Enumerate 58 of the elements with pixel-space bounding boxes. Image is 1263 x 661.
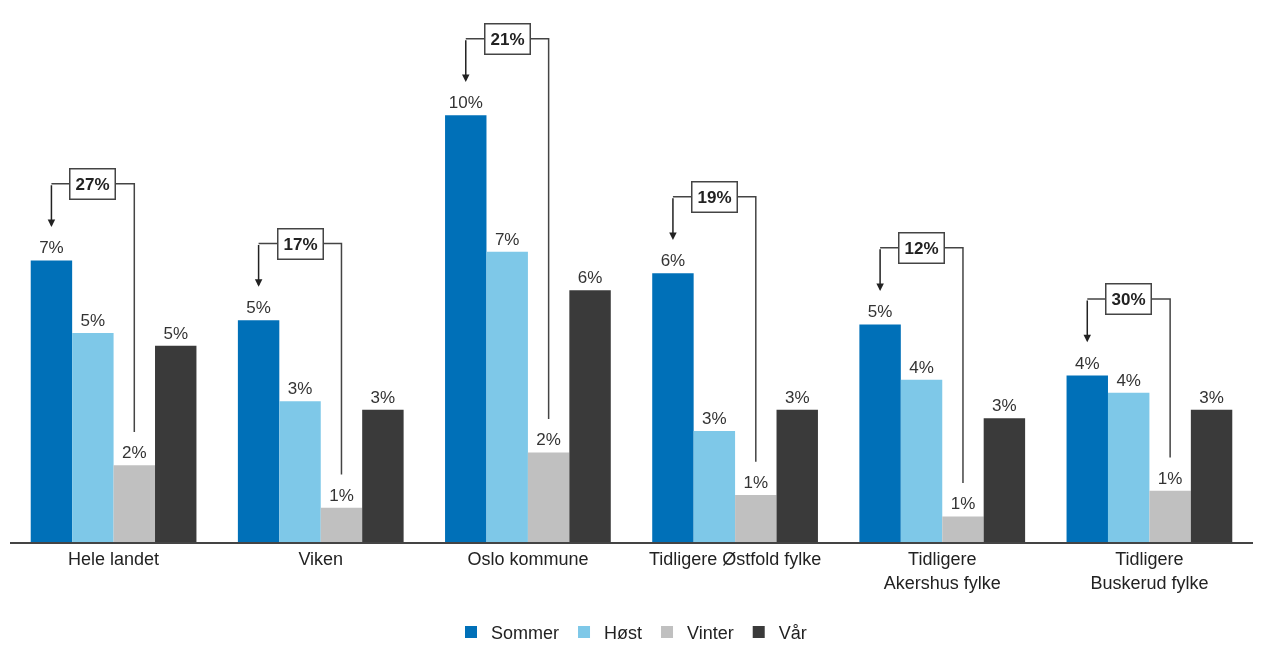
annotation: 17% [283,234,318,254]
annotation: 12% [904,238,939,258]
data-label: 3% [370,387,396,407]
x-tick-label: Hele landet [68,549,160,570]
legend-label: Vinter [687,622,734,643]
bar [900,379,943,542]
bar [652,273,694,542]
bar [1149,490,1191,542]
bar [527,452,570,542]
data-label: 5% [246,298,271,318]
x-tick-label: Viken [298,549,344,570]
bar [942,516,984,542]
bar [279,401,321,542]
x-tick-label: Tidligere Akershus fylke [883,549,1001,593]
data-label: 6% [660,251,686,271]
data-label: 3% [1199,387,1224,407]
annotation: 30% [1111,289,1146,309]
data-label: 5% [80,310,106,330]
data-label: 7% [39,238,64,258]
bar [859,324,901,542]
data-label: 5% [163,323,189,343]
legend-label: Sommer [491,622,560,643]
bar [113,465,156,542]
bar [72,332,114,542]
bar [320,507,363,542]
data-label: 1% [950,494,976,514]
bar [237,320,280,542]
data-label: 6% [577,268,603,288]
bar [486,251,528,542]
data-label: 4% [1074,353,1100,373]
data-label: 2% [122,443,147,463]
x-tick-label: Tidligere Buskerud fylke [1090,549,1209,593]
data-label: 5% [867,302,893,322]
bar [1107,392,1150,542]
bar [445,115,487,542]
data-label: 3% [702,409,727,429]
bar [30,260,73,542]
data-label: 2% [536,430,561,450]
bar [735,495,777,542]
legend-label: Vår [778,622,807,643]
annotation: 27% [75,174,110,194]
data-label: 1% [1157,468,1183,488]
x-tick-label: Oslo kommune [467,549,589,570]
data-label: 3% [784,387,810,407]
x-tick-label: Tidligere Østfold fylke [648,549,822,570]
legend-label: Høst [604,622,643,643]
data-label: 1% [329,485,354,505]
data-label: 1% [743,473,769,493]
data-label: 7% [494,229,520,249]
data-label: 4% [909,357,934,377]
data-label: 4% [1116,370,1141,390]
bar [1066,375,1108,542]
data-label: 3% [287,379,313,399]
bar [693,431,736,542]
text: 21% [490,29,525,49]
data-label: 10% [448,93,483,113]
annotation: 19% [697,187,732,207]
data-label: 3% [992,396,1017,416]
